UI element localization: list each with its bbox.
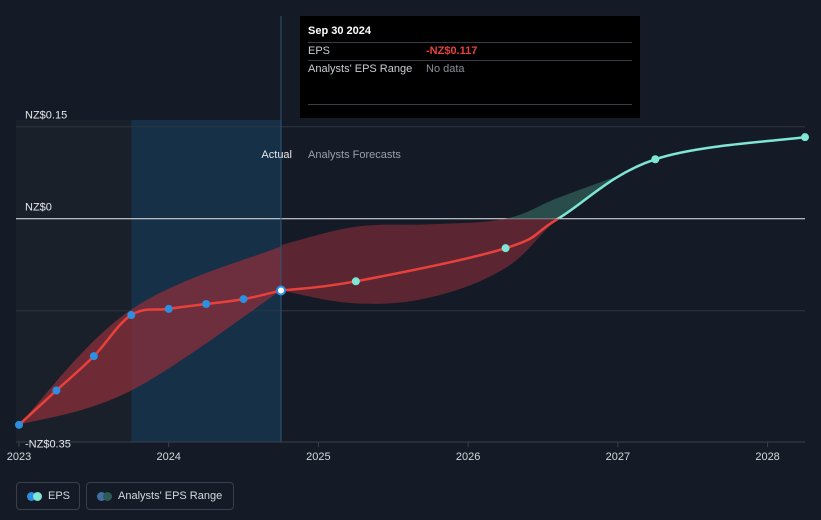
y-axis-labels: NZ$0.15 NZ$0 -NZ$0.35: [25, 110, 71, 451]
eps-actual-point[interactable]: [275, 285, 286, 296]
tooltip-eps-row: EPS -NZ$0.117: [308, 42, 632, 60]
eps-forecast-line-positive: [555, 135, 805, 219]
eps-legend-icon: [27, 491, 42, 501]
eps-forecast-point[interactable]: [651, 155, 660, 164]
eps-actual-point[interactable]: [202, 300, 211, 308]
y-axis-label: NZ$0: [25, 202, 52, 214]
tooltip-range-label: Analysts' EPS Range: [308, 63, 413, 75]
tooltip-range-value: No data: [426, 63, 465, 75]
eps-actual-point[interactable]: [239, 295, 248, 304]
tooltip-eps-label: EPS: [308, 45, 331, 57]
tooltip-divider: [308, 104, 632, 105]
y-axis-label: NZ$0.15: [25, 110, 67, 122]
eps-actual-point[interactable]: [52, 386, 61, 395]
forecast-label: Analysts Forecasts: [308, 149, 401, 161]
tooltip-date: Sep 30 2024: [308, 25, 371, 37]
legend-range[interactable]: Analysts' EPS Range: [86, 482, 234, 510]
legend-range-label: Analysts' EPS Range: [118, 490, 223, 502]
x-axis-tick-label: 2025: [306, 451, 330, 463]
x-axis-ticks: 2023 2024 2025 2026 2027 2028: [7, 442, 780, 463]
legend-eps-label: EPS: [48, 490, 71, 502]
x-axis-tick-label: 2027: [606, 451, 630, 463]
actual-label: Actual: [261, 149, 292, 161]
eps-forecast-point[interactable]: [501, 244, 510, 253]
eps-forecast-point[interactable]: [801, 133, 809, 142]
tooltip-range-row: Analysts' EPS Range No data: [308, 60, 632, 78]
x-axis-tick-label: 2023: [7, 451, 31, 463]
x-axis-tick-label: 2028: [755, 451, 779, 463]
x-axis-tick-label: 2024: [156, 451, 180, 463]
eps-actual-point[interactable]: [14, 420, 23, 429]
range-legend-icon: [97, 491, 112, 501]
eps-actual-point[interactable]: [127, 311, 136, 320]
tooltip: Sep 30 2024 EPS -NZ$0.117 Analysts' EPS …: [300, 16, 640, 118]
x-axis-tick-label: 2026: [456, 451, 480, 463]
actual-eps-range: [18, 246, 281, 425]
forecast-eps-range-positive: [505, 175, 618, 219]
eps-actual-point[interactable]: [89, 352, 98, 361]
tooltip-eps-value: -NZ$0.117: [426, 45, 478, 57]
y-axis-label: -NZ$0.35: [25, 438, 71, 450]
eps-points[interactable]: [14, 133, 809, 429]
eps-actual-point[interactable]: [164, 304, 173, 313]
legend-eps[interactable]: EPS: [16, 482, 80, 510]
eps-forecast-point[interactable]: [351, 277, 360, 286]
